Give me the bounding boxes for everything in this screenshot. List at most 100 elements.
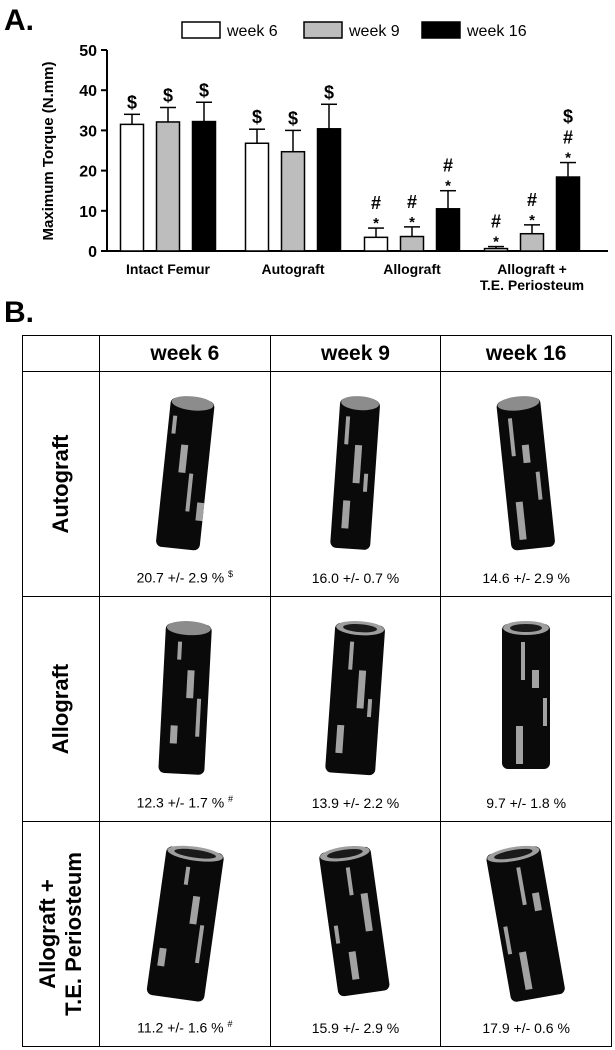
significance-marker: $: [163, 85, 173, 105]
table-cell: 20.7 +/- 2.9 % $: [99, 371, 271, 597]
bone-highlight: [178, 444, 189, 474]
significance-superscript: #: [227, 1019, 233, 1030]
bone-highlight: [189, 895, 201, 925]
row-label-line: Autograft: [48, 434, 73, 534]
y-tick-label: 50: [79, 43, 97, 60]
significance-marker: *: [493, 234, 499, 251]
category-label: Intact Femur: [126, 261, 211, 277]
bone-highlight: [532, 892, 543, 912]
bone-graft-image: [330, 396, 381, 550]
bone-graft-image: [155, 396, 215, 551]
legend-label: week 6: [226, 23, 278, 40]
bar: [119, 123, 145, 252]
bone-shape: [496, 396, 556, 551]
row-label-line: Allograft +: [35, 879, 60, 989]
bar: [363, 236, 389, 252]
significance-marker: *: [565, 150, 571, 167]
bone-highlight: [535, 471, 543, 500]
bone-highlight: [344, 416, 351, 445]
bone-end: [171, 396, 214, 411]
category-label: T.E. Periosteum: [480, 277, 584, 293]
significance-marker: #: [527, 190, 537, 210]
bar: [191, 120, 217, 252]
significance-marker: $: [199, 80, 209, 100]
bone-shape: [146, 845, 224, 1002]
bone-highlight: [185, 473, 194, 512]
y-tick-label: 30: [79, 123, 97, 140]
bone-shaft: [146, 846, 224, 1002]
torque-bar-chart: 0 10 20 30 40 50 Maximum Torque (N.mm) $ $ $ Intac…: [40, 21, 608, 293]
bone-highlight: [363, 473, 369, 492]
bone-shape: [486, 845, 565, 1002]
legend-label: week 16: [466, 23, 527, 40]
bone-highlight: [194, 698, 201, 737]
bone-highlight: [171, 415, 178, 434]
bone-graft-image: [496, 396, 556, 551]
table-cell: 17.9 +/- 0.6 %: [440, 821, 612, 1047]
y-tick-label: 0: [88, 244, 97, 261]
bone-shaft: [155, 397, 215, 551]
column-header: week 16: [440, 335, 612, 372]
significance-marker: #: [563, 128, 573, 148]
table-row: Autograft 20.7 +/- 2.9 % $ 16.0 +/- 0.7 …: [22, 371, 612, 597]
significance-marker: #: [407, 192, 417, 212]
bone-shape: [330, 396, 381, 550]
bar: [435, 208, 461, 252]
bone-graft-image: [325, 620, 386, 776]
row-header: Allograft + T.E. Periosteum: [22, 821, 100, 1047]
medullary-canal: [327, 849, 364, 859]
table-cell: 11.2 +/- 1.6 % #: [99, 821, 271, 1047]
legend-swatch: [181, 21, 221, 39]
bone-highlight: [515, 501, 527, 541]
bone-highlight: [503, 926, 513, 955]
bone-shaft: [486, 846, 565, 1002]
medullary-canal: [510, 624, 543, 632]
bone-highlight: [521, 642, 526, 680]
bone-highlight: [356, 670, 367, 709]
table-cell: 14.6 +/- 2.9 %: [440, 371, 612, 597]
significance-marker: $: [563, 107, 573, 127]
bone-highlight: [157, 947, 167, 967]
bone-shaft: [496, 397, 556, 551]
table-cell: 12.3 +/- 1.7 % #: [99, 596, 271, 822]
bone-volume-caption: 17.9 +/- 0.6 %: [482, 1020, 570, 1036]
bone-highlight: [176, 641, 182, 660]
bone-shaft: [325, 622, 386, 776]
table-corner: [22, 335, 100, 372]
significance-superscript: #: [228, 794, 234, 805]
table-cell: 15.9 +/- 2.9 %: [269, 821, 442, 1047]
category-label: Allograft +: [497, 261, 567, 277]
medullary-canal: [494, 848, 533, 860]
medullary-canal: [343, 624, 378, 633]
y-tick-label: 40: [79, 83, 97, 100]
bone-graft-image: [319, 845, 390, 997]
row-label-line: T.E. Periosteum: [61, 852, 86, 1016]
category-label: Allograft: [383, 261, 441, 277]
bone-volume-caption: 15.9 +/- 2.9 %: [311, 1020, 400, 1036]
significance-marker: $: [127, 92, 137, 112]
bone-volume-caption: 16.0 +/- 0.7 %: [311, 570, 400, 586]
micro-ct-table: week 6 week 9 week 16 Autograft 20.7 +/-…: [22, 335, 612, 1047]
table-cell: 16.0 +/- 0.7 %: [269, 371, 442, 597]
bone-graft-image: [146, 845, 224, 1002]
bone-shape: [325, 620, 386, 776]
bone-highlight: [346, 867, 355, 896]
row-label: Allograft: [48, 664, 74, 754]
bone-highlight: [185, 670, 195, 699]
bone-highlight: [348, 641, 355, 670]
bone-highlight: [361, 892, 374, 932]
bar: [399, 235, 425, 252]
table-row: Allograft 12.3 +/- 1.7 % # 13.9 +/- 2.2 …: [22, 596, 612, 822]
column-header: week 9: [269, 335, 442, 372]
bone-volume-caption: 13.9 +/- 2.2 %: [311, 795, 400, 811]
bar: [155, 121, 181, 252]
bone-shaft: [502, 624, 551, 769]
bone-shape: [502, 621, 551, 769]
bone-highlight: [532, 670, 540, 688]
bone-highlight: [516, 726, 524, 764]
bone-volume-caption: 12.3 +/- 1.7 % #: [136, 794, 234, 811]
significance-marker: *: [409, 214, 415, 231]
significance-marker: *: [445, 178, 451, 195]
bone-end: [341, 396, 380, 411]
bone-graft-image: [486, 845, 565, 1002]
